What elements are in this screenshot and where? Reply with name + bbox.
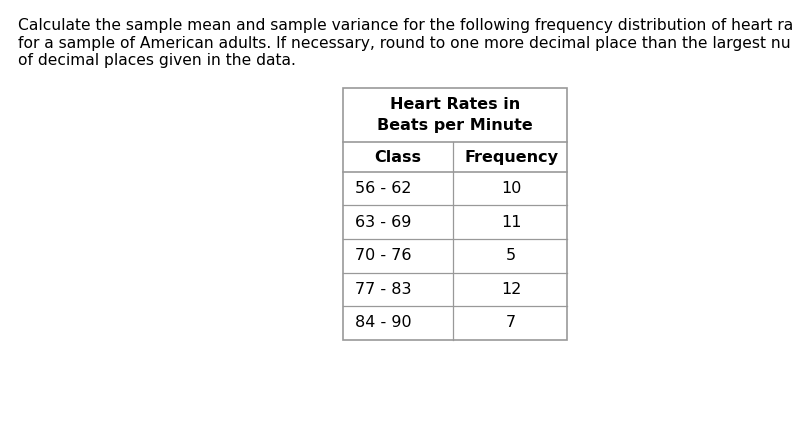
Text: 10: 10 (501, 181, 521, 196)
Text: 70 - 76: 70 - 76 (355, 248, 412, 263)
Text: 63 - 69: 63 - 69 (355, 215, 411, 230)
Text: 11: 11 (501, 215, 521, 230)
Text: 5: 5 (506, 248, 516, 263)
Text: 84 - 90: 84 - 90 (355, 315, 412, 330)
Text: for a sample of American adults. If necessary, round to one more decimal place t: for a sample of American adults. If nece… (18, 36, 792, 50)
Text: 7: 7 (506, 315, 516, 330)
Text: 77 - 83: 77 - 83 (355, 282, 412, 297)
Text: 56 - 62: 56 - 62 (355, 181, 412, 196)
Text: Class: Class (375, 149, 421, 165)
Text: Calculate the sample mean and sample variance for the following frequency distri: Calculate the sample mean and sample var… (18, 18, 792, 33)
Text: Heart Rates in
Beats per Minute: Heart Rates in Beats per Minute (377, 97, 533, 133)
Text: Frequency: Frequency (464, 149, 558, 165)
Text: 12: 12 (501, 282, 521, 297)
Text: of decimal places given in the data.: of decimal places given in the data. (18, 53, 296, 68)
Bar (343, 88, 567, 340)
